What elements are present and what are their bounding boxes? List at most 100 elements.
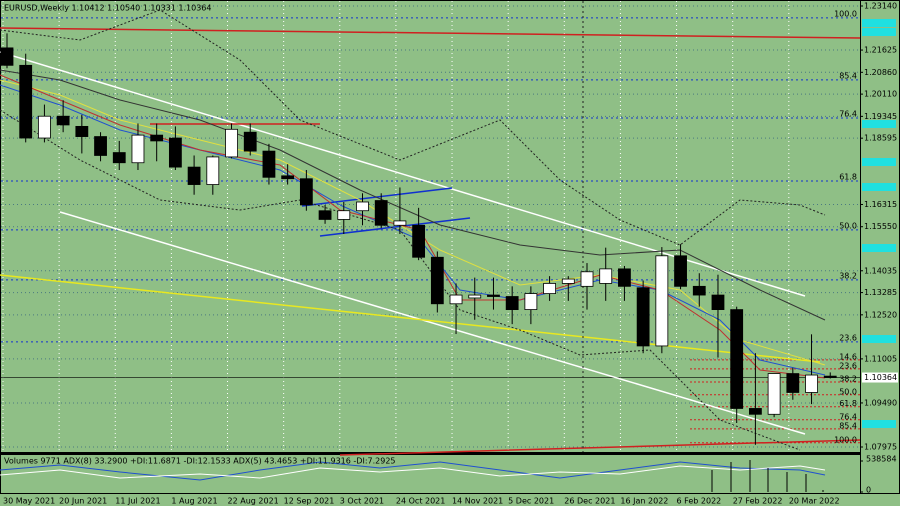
fib-label: 38.2 xyxy=(839,375,857,384)
fib-label: 76.4 xyxy=(839,412,857,421)
indicator-lines xyxy=(0,460,826,492)
volume-bars xyxy=(711,460,824,492)
trend-line xyxy=(0,274,821,363)
candles xyxy=(0,33,837,445)
candle-body xyxy=(655,255,669,347)
candle-body xyxy=(75,125,89,137)
fib-label: 100.0 xyxy=(834,9,857,18)
labels: 1.23140 1.21625 1.20860 1.20110 1.19345 1.185… xyxy=(3,2,898,506)
candle-body xyxy=(674,255,687,287)
y-tick-label: 1.07975 xyxy=(864,443,897,452)
grid xyxy=(1,1,860,452)
time-axis xyxy=(0,494,900,506)
candle-body xyxy=(56,115,70,126)
y-tick-label: 1.16315 xyxy=(864,200,897,209)
candle-body xyxy=(636,287,650,347)
candle-body xyxy=(0,47,14,66)
y-tick-label: 1.19345 xyxy=(864,112,897,121)
fib-label: 50.0 xyxy=(839,387,857,396)
bollinger-band xyxy=(0,109,801,451)
y-tick-label: 0 xyxy=(866,486,871,495)
x-tick-label: 20 Mar 2022 xyxy=(789,497,840,506)
candle-body xyxy=(449,294,463,305)
y-tick-label: 1.11005 xyxy=(864,354,897,363)
candle-body xyxy=(599,268,613,284)
y-tick-label: 1.20110 xyxy=(864,90,897,99)
candle-body xyxy=(225,128,238,158)
candle-body xyxy=(337,210,351,220)
fib-label: 14.6 xyxy=(839,352,857,361)
bollinger-band xyxy=(0,9,826,246)
current-price-label: 1.10364 xyxy=(864,373,897,382)
y-tick-label: 1.15550 xyxy=(864,222,897,231)
fib-label: 85.4 xyxy=(839,71,857,80)
candle-body xyxy=(281,175,295,180)
trend-line xyxy=(0,27,861,39)
candle-body xyxy=(94,136,107,156)
candle-body xyxy=(318,210,332,220)
candle-body xyxy=(262,150,276,178)
candle-body xyxy=(374,200,388,226)
current-price-box xyxy=(862,372,898,383)
x-tick-label: 12 Sep 2021 xyxy=(284,497,335,506)
channel-line xyxy=(59,211,806,435)
candle-body xyxy=(38,115,51,139)
fib-label: 23.6 xyxy=(839,361,857,370)
x-tick-label: 11 Jul 2021 xyxy=(115,497,160,506)
y-tick-label: 1.14035 xyxy=(864,266,897,275)
axis-highlights xyxy=(862,19,896,428)
y-tick-label: 1.23140 xyxy=(864,2,897,11)
y-tick-label: 1.21625 xyxy=(864,46,897,55)
price-panel xyxy=(1,1,860,452)
x-tick-label: 14 Nov 2021 xyxy=(452,497,503,506)
x-tick-label: 1 Aug 2021 xyxy=(171,497,217,506)
candle-body xyxy=(356,201,369,212)
x-tick-label: 26 Dec 2021 xyxy=(564,497,615,506)
candle-body xyxy=(524,293,538,310)
chart-title: EURUSD,Weekly 1.10412 1.10540 1.10331 1.… xyxy=(4,4,211,13)
x-tick-label: 20 Jun 2021 xyxy=(59,497,107,506)
fib-label: 50.0 xyxy=(839,221,857,230)
y-tick-label: 1.12520 xyxy=(864,310,897,319)
candle-body xyxy=(19,64,33,139)
fib-label: 76.4 xyxy=(839,109,857,118)
candle-body xyxy=(131,134,145,164)
candle-body xyxy=(505,296,519,310)
candle-body xyxy=(243,131,257,152)
candle-body xyxy=(711,294,725,310)
fib-label: 100.0 xyxy=(834,435,857,444)
fib-label: 61.8 xyxy=(839,173,857,182)
trend-line xyxy=(339,439,861,456)
candle-body xyxy=(412,224,426,258)
x-tick-label: 5 Dec 2021 xyxy=(508,497,554,506)
y-tick-label: 538584 xyxy=(866,455,897,464)
x-tick-label: 16 Jan 2022 xyxy=(620,497,668,506)
x-tick-label: 24 Oct 2021 xyxy=(396,497,445,506)
fib-label: 23.6 xyxy=(839,333,857,342)
adx-line xyxy=(0,461,826,481)
x-tick-label: 6 Feb 2022 xyxy=(677,497,722,506)
candle-body xyxy=(299,178,313,206)
candle-body xyxy=(786,373,800,393)
candle-body xyxy=(206,156,220,185)
candle-body xyxy=(580,271,594,287)
x-tick-label: 27 Feb 2022 xyxy=(733,497,783,506)
x-tick-label: 22 Aug 2021 xyxy=(228,497,279,506)
x-tick-label: 3 Oct 2021 xyxy=(340,497,384,506)
fib-label: 38.2 xyxy=(839,271,857,280)
candle-body xyxy=(468,294,482,299)
candle-body xyxy=(805,374,818,393)
x-tick-label: 30 May 2021 xyxy=(3,497,55,506)
channel-line xyxy=(0,51,806,297)
y-tick-label: 1.20860 xyxy=(864,68,897,77)
candle-body xyxy=(168,137,182,168)
candle-body xyxy=(730,309,744,409)
candle-body xyxy=(767,373,781,415)
candle-body xyxy=(150,134,164,142)
y-tick-label: 1.09490 xyxy=(864,398,897,407)
candle-body xyxy=(112,152,126,164)
candle-body xyxy=(749,408,762,415)
candle-body xyxy=(692,285,706,296)
candle-body xyxy=(487,294,500,297)
